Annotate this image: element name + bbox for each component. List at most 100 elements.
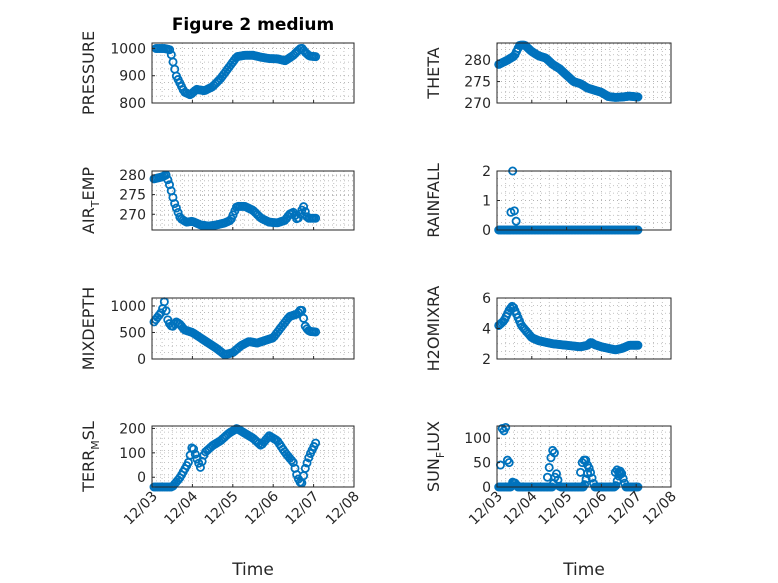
data-point	[297, 305, 307, 315]
data-point	[582, 460, 592, 470]
x-tick-label: 12/05	[202, 489, 242, 529]
x-tick-label: 12/06	[570, 488, 610, 528]
y-tick-label: 0	[137, 470, 146, 486]
panel-mixdepth: 0 500 1000 MIXDEPTH	[79, 287, 355, 370]
panel-terr_msl: 0 100 200 TERRMSL 12/03 12/04 12/05 12/06 12/07 1…	[79, 421, 363, 580]
axes-frame	[496, 42, 672, 104]
y-tick-label: 0	[482, 223, 491, 239]
y-axis-label-subscript: F	[434, 452, 447, 458]
y-axis-label-main: H2OMIXRA	[424, 286, 443, 372]
axes-background	[497, 43, 671, 103]
y-axis-label: SUNFLUX	[424, 421, 447, 492]
x-tick-label: 12/05	[536, 489, 576, 529]
y-axis-label-main: AIR	[79, 207, 98, 234]
y-tick-label: 270	[464, 96, 491, 112]
x-tick-label: 12/08	[640, 489, 680, 529]
data-point	[513, 481, 523, 491]
data-point	[542, 472, 552, 482]
y-tick-label: 0	[137, 352, 146, 368]
axes-frame	[151, 170, 355, 231]
y-tick-label: 4	[482, 322, 491, 338]
data-point	[576, 467, 586, 477]
x-axis-label: Time	[562, 560, 605, 580]
x-tick-label: 12/04	[501, 488, 541, 528]
panel-sun_flux: 050100SUNFLUX12/0312/0412/0512/0612/0712…	[424, 421, 680, 580]
data-point	[509, 206, 519, 216]
panel-rainfall: 0 1 2 RAINFALL	[424, 163, 672, 239]
data-point	[504, 458, 514, 468]
data-point	[165, 45, 175, 55]
y-axis-label-tail: SL	[79, 421, 98, 440]
data-point	[161, 306, 171, 316]
data-point	[580, 480, 590, 490]
y-axis-label-tail: LUX	[424, 421, 443, 452]
data-point	[300, 463, 310, 473]
data-point	[633, 92, 643, 102]
y-tick-label: 0	[482, 480, 491, 496]
y-axis-label: PRESSURE	[79, 31, 98, 115]
y-axis-label: AIRTEMP	[79, 167, 102, 234]
x-tick-label: 12/07	[605, 489, 645, 529]
data-point	[156, 308, 166, 318]
figure-title: Figure 2 medium	[172, 15, 334, 35]
y-axis-label: H2OMIXRA	[424, 286, 443, 372]
data-point	[171, 203, 181, 213]
y-axis-label-tail: EMP	[79, 167, 98, 201]
data-point	[300, 207, 310, 217]
data-point	[544, 462, 554, 472]
y-axis-label-main: PRESSURE	[79, 31, 98, 115]
y-tick-label: 1000	[110, 299, 146, 315]
y-axis-label-main: SUN	[424, 458, 443, 492]
y-axis-label: THETA	[424, 47, 443, 99]
data-point	[287, 455, 297, 465]
data-point	[586, 467, 596, 477]
y-axis-label: TERRMSL	[79, 421, 102, 493]
data-point	[304, 453, 314, 463]
data-point	[581, 455, 591, 465]
data-point	[587, 473, 597, 483]
y-axis-label-main: RAINFALL	[424, 163, 443, 238]
panel-air_temp: 270 275 280 AIRTEMP	[79, 167, 355, 234]
data-point	[616, 468, 626, 478]
data-point	[501, 422, 511, 432]
y-axis-label-main: TERR	[79, 450, 98, 493]
y-axis-label-main: MIXDEPTH	[79, 287, 98, 370]
y-tick-label: 1000	[110, 41, 146, 57]
x-tick-label: 12/07	[283, 489, 323, 529]
axes-frame	[496, 425, 672, 488]
x-tick-label: 12/04	[161, 488, 201, 528]
y-tick-label: 280	[464, 53, 491, 69]
data-point	[581, 474, 591, 484]
data-point	[163, 175, 173, 185]
data-point	[311, 213, 321, 223]
y-tick-label: 2	[482, 164, 491, 180]
data-point	[170, 199, 180, 209]
x-tick-label: 12/06	[242, 488, 282, 528]
y-tick-label: 100	[464, 431, 491, 447]
x-axis-label: Time	[231, 560, 274, 580]
y-axis-label-main: THETA	[424, 47, 443, 99]
data-point	[633, 340, 643, 350]
y-tick-label: 500	[119, 325, 146, 341]
y-tick-label: 275	[119, 188, 146, 204]
data-point	[311, 327, 321, 337]
data-point	[511, 216, 521, 226]
y-axis-label-subscript: T	[89, 200, 102, 208]
y-tick-label: 2	[482, 352, 491, 368]
panel-h2omixra: 2 4 6 H2OMIXRA	[424, 286, 672, 372]
axes-frame	[151, 425, 355, 488]
axes-frame	[151, 297, 355, 360]
y-tick-label: 50	[473, 456, 491, 472]
y-tick-label: 100	[119, 446, 146, 462]
y-axis-label: MIXDEPTH	[79, 287, 98, 370]
data-point	[254, 439, 264, 449]
y-tick-label: 270	[119, 207, 146, 223]
panel-theta: 270 275 280 THETA	[424, 40, 672, 112]
axes-frame	[151, 42, 355, 104]
panel-pressure: 800 900 1000 PRESSURE	[79, 31, 355, 115]
y-axis-label: RAINFALL	[424, 163, 443, 238]
data-point	[192, 454, 202, 464]
data-point	[311, 52, 321, 62]
